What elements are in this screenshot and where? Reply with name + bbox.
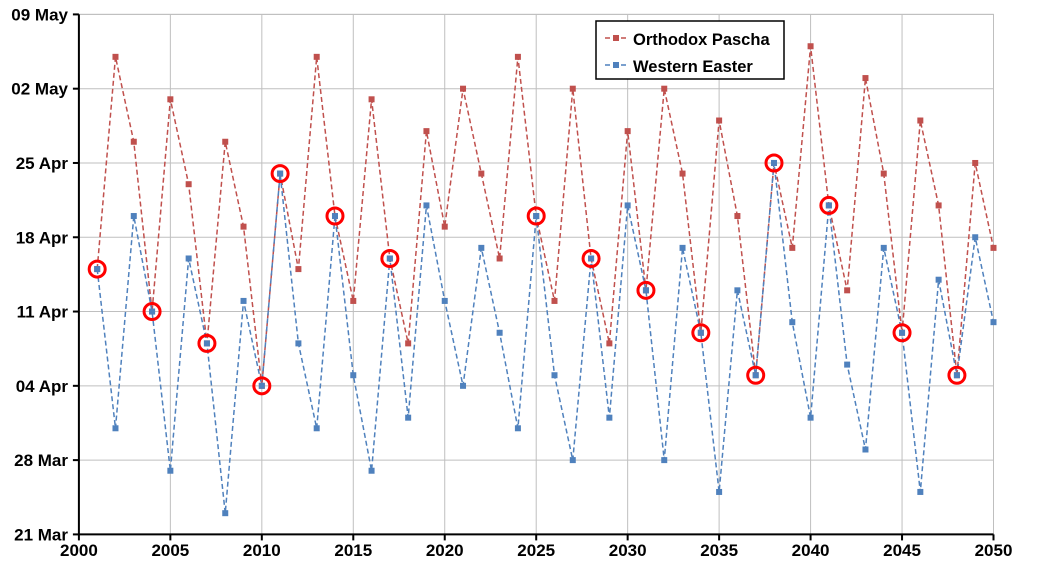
svg-text:02 May: 02 May [11,80,68,99]
svg-text:25 Apr: 25 Apr [16,154,69,173]
svg-text:2035: 2035 [700,541,738,560]
svg-text:2040: 2040 [792,541,830,560]
svg-text:2010: 2010 [243,541,281,560]
svg-text:2030: 2030 [609,541,647,560]
svg-text:18 Apr: 18 Apr [16,228,69,247]
svg-text:2005: 2005 [151,541,189,560]
svg-text:28 Mar: 28 Mar [14,451,68,470]
svg-text:Western Easter: Western Easter [633,58,753,76]
svg-text:2050: 2050 [975,541,1013,560]
svg-text:2020: 2020 [426,541,464,560]
svg-text:21 Mar: 21 Mar [14,525,68,544]
svg-text:2015: 2015 [334,541,372,560]
svg-text:04 Apr: 04 Apr [16,377,69,396]
svg-text:2045: 2045 [883,541,921,560]
svg-text:Orthodox Pascha: Orthodox Pascha [633,31,770,49]
svg-text:2025: 2025 [517,541,555,560]
svg-text:11 Apr: 11 Apr [17,303,69,322]
svg-text:09 May: 09 May [11,5,68,24]
